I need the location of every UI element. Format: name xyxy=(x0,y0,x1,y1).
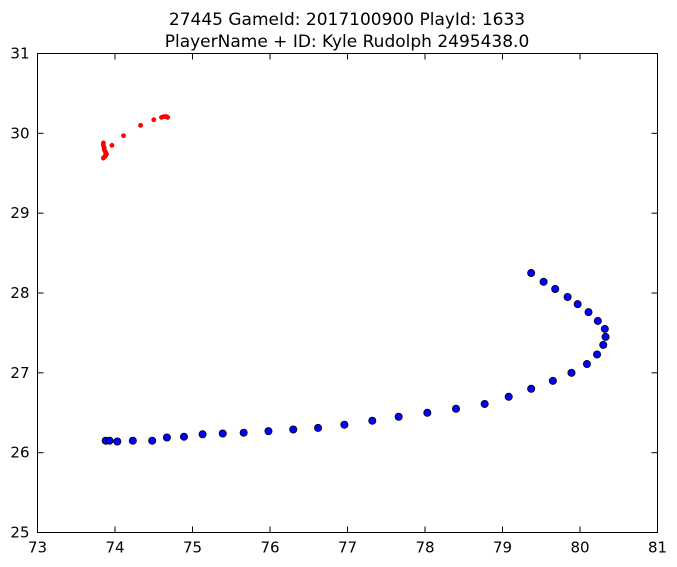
scatter-point xyxy=(582,360,591,369)
scatter-point xyxy=(394,412,403,421)
scatter-point xyxy=(599,340,608,349)
scatter-point xyxy=(527,269,536,278)
y-tick-label: 28 xyxy=(10,284,29,302)
scatter-point xyxy=(109,142,115,148)
chart-subtitle: PlayerName + ID: Kyle Rudolph 2495438.0 xyxy=(165,32,530,52)
scatter-point xyxy=(423,408,432,417)
scatter-point xyxy=(600,324,609,333)
scatter-point xyxy=(218,429,227,438)
x-tick-label: 81 xyxy=(648,539,667,557)
chart-title: 27445 GameId: 2017100900 PlayId: 1633 xyxy=(169,10,525,30)
y-tick-label: 30 xyxy=(10,124,29,142)
x-tick-label: 75 xyxy=(183,539,202,557)
scatter-point xyxy=(198,430,207,439)
plot-frame xyxy=(37,53,658,533)
x-tick-label: 76 xyxy=(260,539,279,557)
scatter-point xyxy=(601,332,610,341)
y-tick-label: 27 xyxy=(10,364,29,382)
x-tick-label: 77 xyxy=(338,539,357,557)
scatter-point xyxy=(165,114,171,120)
scatter-point xyxy=(264,427,273,436)
scatter-point xyxy=(593,316,602,325)
scatter-point xyxy=(451,404,460,413)
scatter-point xyxy=(162,433,171,442)
axis-ticks: 73 74 75 76 77 78 79 80 81 25 26 27 28 29 30 31 xyxy=(10,45,667,557)
scatter-point xyxy=(527,384,536,393)
scatter-point xyxy=(179,432,188,441)
y-tick-label: 31 xyxy=(10,45,29,63)
y-tick-label: 29 xyxy=(10,204,29,222)
y-tick-label: 26 xyxy=(10,444,29,462)
x-tick-label: 74 xyxy=(105,539,124,557)
scatter-point xyxy=(551,285,560,294)
series-1 xyxy=(101,269,610,446)
x-tick-label: 80 xyxy=(570,539,589,557)
scatter-point xyxy=(567,368,576,377)
scatter-point xyxy=(121,133,126,139)
scatter-point xyxy=(593,350,602,359)
scatter-point xyxy=(128,436,137,445)
scatter-point xyxy=(573,300,582,309)
scatter-point xyxy=(539,277,548,286)
scatter-point xyxy=(584,308,593,317)
scatter-point xyxy=(100,140,106,146)
x-tick-label: 78 xyxy=(415,539,434,557)
scatter-point xyxy=(138,122,144,128)
scatter-point xyxy=(368,416,377,425)
scatter-point xyxy=(340,420,349,429)
series-0 xyxy=(100,114,171,161)
scatter-point xyxy=(289,425,298,434)
scatter-point xyxy=(314,423,323,432)
y-tick-label: 25 xyxy=(10,524,29,542)
scatter-point xyxy=(504,392,513,401)
scatter-point xyxy=(480,399,489,408)
data-points xyxy=(100,114,610,446)
scatter-point xyxy=(105,436,114,445)
scatter-point xyxy=(113,437,122,446)
scatter-point xyxy=(148,436,157,445)
scatter-point xyxy=(151,117,157,123)
scatter-point xyxy=(239,428,248,437)
scatter-point xyxy=(563,292,572,301)
x-tick-label: 79 xyxy=(493,539,512,557)
x-tick-label: 73 xyxy=(28,539,47,557)
scatter-point xyxy=(548,376,557,385)
